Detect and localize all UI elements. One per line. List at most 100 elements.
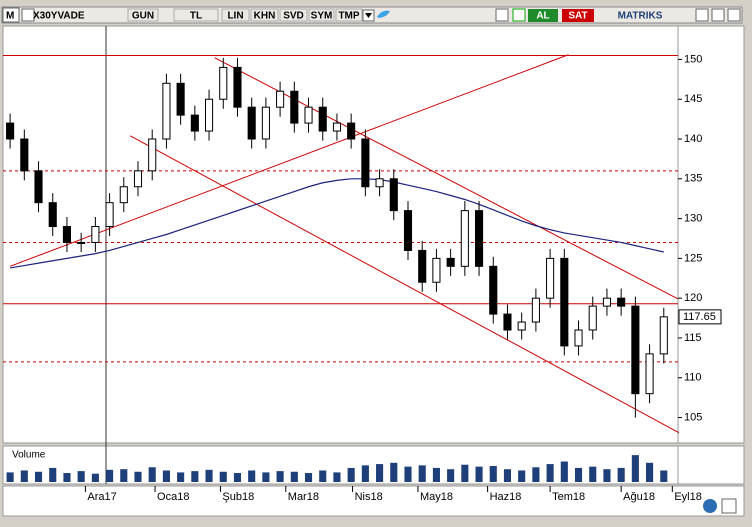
toolbar-button[interactable] <box>335 8 363 22</box>
close-symbol[interactable] <box>21 8 35 22</box>
x-tick-label: Oca18 <box>157 491 189 503</box>
toolbar-button[interactable] <box>127 8 159 22</box>
candle-body <box>205 98 214 132</box>
buy-button[interactable] <box>528 9 558 22</box>
icon[interactable] <box>721 498 737 514</box>
x-tick-label: Eyl18 <box>674 491 702 503</box>
y-tick-label: 150 <box>684 53 702 65</box>
candle-body <box>332 122 342 132</box>
volume-bar <box>290 471 298 482</box>
y-tick-label: 115 <box>684 332 702 344</box>
y-tick-label: 120 <box>684 292 702 304</box>
toolbar-button[interactable] <box>308 8 335 22</box>
volume-bar <box>432 467 440 482</box>
volume-bar <box>489 466 497 482</box>
candle-body <box>574 329 583 347</box>
volume-bar <box>49 467 57 482</box>
volume-bar <box>631 455 639 482</box>
candle-body <box>276 90 285 108</box>
candle-body <box>645 353 654 395</box>
logo: M <box>6 11 14 22</box>
volume-bar <box>91 473 99 482</box>
toolbar-button[interactable] <box>250 8 279 22</box>
maximize[interactable] <box>711 8 725 22</box>
candle-body <box>403 210 413 251</box>
twitter-icon[interactable] <box>377 10 390 18</box>
volume-bar <box>503 469 512 482</box>
candle-body <box>517 321 526 331</box>
volume-bar <box>177 472 185 482</box>
volume-bar <box>276 471 284 482</box>
volume-bar <box>475 466 483 482</box>
volume-bar <box>660 470 668 482</box>
time-axis <box>2 485 745 517</box>
toolbar-button-label: KHN <box>254 11 276 22</box>
candle-body <box>375 178 384 188</box>
candle-body <box>133 170 143 188</box>
volume-bar <box>191 471 199 482</box>
y-tick-label: 140 <box>684 133 702 145</box>
symbol: X30YVADE <box>33 11 85 22</box>
toolbar-button[interactable] <box>173 8 219 22</box>
volume-bar <box>205 469 213 482</box>
toolbar-button[interactable] <box>221 8 250 22</box>
volume-bar <box>461 464 469 482</box>
candle-body <box>119 186 128 204</box>
candle-body <box>503 313 512 331</box>
volume-bar <box>233 473 242 482</box>
candle-body <box>546 257 555 299</box>
volume-axis <box>677 445 745 485</box>
volume-bar <box>134 471 142 482</box>
candle-body <box>489 265 498 315</box>
candle-body <box>233 66 242 108</box>
last-price: 117.65 <box>683 311 716 323</box>
candle-body <box>62 226 72 243</box>
close[interactable] <box>727 8 741 22</box>
volume-bar <box>347 467 355 482</box>
candle-body <box>261 106 270 140</box>
volume-bar <box>376 464 384 482</box>
candle-body <box>162 82 171 140</box>
toolbar-button[interactable] <box>279 8 308 22</box>
candle-body <box>190 114 199 132</box>
trend-line <box>129 135 680 434</box>
moving-average <box>10 178 664 269</box>
candle-body <box>361 138 370 188</box>
toolbar-button-label: SVD <box>283 11 304 22</box>
sell-button[interactable] <box>562 9 594 22</box>
scroll-icon[interactable] <box>703 499 717 513</box>
candle-body <box>48 202 57 228</box>
candle-body <box>148 138 157 172</box>
toolbar-button-label: SYM <box>311 11 333 22</box>
x-tick-label: Şub18 <box>222 491 254 503</box>
y-tick-label: 135 <box>684 173 702 185</box>
candle-body <box>219 66 228 100</box>
candle-body <box>460 210 469 267</box>
volume-bar <box>447 469 455 482</box>
volume-bar <box>646 462 654 482</box>
icon[interactable] <box>495 8 509 22</box>
volume-bar <box>532 467 540 482</box>
candle-body <box>105 202 114 228</box>
candle-body <box>389 178 398 212</box>
icon[interactable] <box>512 8 526 22</box>
candle-body <box>617 297 626 307</box>
minimize[interactable] <box>695 8 709 22</box>
candle-body <box>475 210 484 267</box>
candle-body <box>34 170 43 204</box>
price-panel <box>2 25 679 444</box>
volume-bar <box>162 470 170 482</box>
volume-bar <box>248 470 256 482</box>
logo-box <box>2 7 20 23</box>
x-tick-label: May18 <box>420 491 453 503</box>
y-tick-label: 105 <box>684 411 702 423</box>
candle-body <box>602 297 611 307</box>
toolbar-button-label: TL <box>190 11 202 22</box>
volume-bar <box>6 472 14 482</box>
candle-body <box>6 122 15 140</box>
price-axis <box>677 25 745 444</box>
volume-label: Volume <box>12 450 46 461</box>
x-tick-label: Ara17 <box>87 491 116 503</box>
candle-body <box>77 241 86 244</box>
y-tick-label: 130 <box>684 212 702 224</box>
